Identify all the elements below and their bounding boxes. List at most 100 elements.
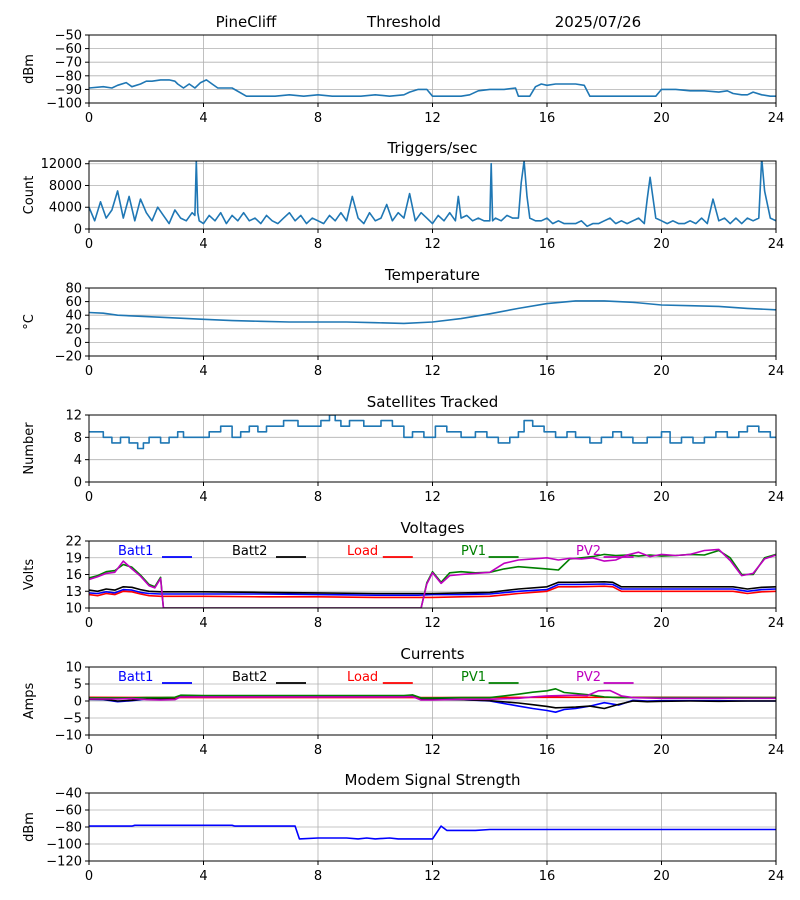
x-tick-label: 0 <box>85 743 93 758</box>
x-tick-label: 4 <box>199 869 207 884</box>
y-tick-label: 20 <box>65 322 82 337</box>
y-tick-label: 0 <box>74 336 82 351</box>
panel-title: Triggers/sec <box>387 139 478 157</box>
x-tick-label: 0 <box>85 490 93 505</box>
y-tick-label: 12000 <box>41 157 82 172</box>
x-tick-label: 0 <box>85 364 93 379</box>
x-tick-label: 16 <box>539 111 556 126</box>
y-tick-label: 22 <box>65 535 82 550</box>
y-tick-label: 13 <box>65 585 82 600</box>
x-tick-label: 8 <box>314 616 322 631</box>
y-tick-label: 12 <box>65 409 82 424</box>
series-line-batt1 <box>89 583 776 597</box>
y-tick-label: 0 <box>74 695 82 710</box>
x-tick-label: 16 <box>539 364 556 379</box>
series-line <box>89 79 776 97</box>
series-line <box>89 824 776 840</box>
y-tick-label: −80 <box>55 821 82 836</box>
x-tick-label: 16 <box>539 743 556 758</box>
y-tick-label: 0 <box>74 223 82 238</box>
series-line-pv2 <box>89 689 776 701</box>
y-tick-label: 4 <box>74 453 82 468</box>
x-tick-label: 8 <box>314 743 322 758</box>
legend-label: Batt2 <box>232 670 267 685</box>
x-tick-label: 24 <box>768 364 785 379</box>
y-tick-label: −80 <box>55 69 82 84</box>
x-tick-label: 4 <box>199 490 207 505</box>
x-tick-label: 20 <box>653 490 670 505</box>
y-tick-label: −5 <box>63 712 82 727</box>
y-tick-label: −100 <box>46 97 82 112</box>
y-tick-label: −40 <box>55 787 82 802</box>
legend-label: Load <box>347 544 378 559</box>
y-axis-label: Amps <box>22 682 37 719</box>
y-tick-label: −90 <box>55 83 82 98</box>
x-tick-label: 8 <box>314 490 322 505</box>
y-axis-label: dBm <box>22 812 37 842</box>
y-tick-label: 10 <box>65 602 82 617</box>
y-tick-label: −60 <box>55 804 82 819</box>
x-tick-label: 16 <box>539 616 556 631</box>
x-tick-label: 12 <box>424 111 441 126</box>
x-tick-label: 20 <box>653 364 670 379</box>
x-tick-label: 24 <box>768 869 785 884</box>
series-line-pv2 <box>89 548 776 608</box>
x-tick-label: 20 <box>653 869 670 884</box>
y-tick-label: −70 <box>55 56 82 71</box>
legend-label: PV2 <box>576 544 601 559</box>
header-date: 2025/07/26 <box>555 13 641 31</box>
panel-title: Satellites Tracked <box>367 393 498 411</box>
legend-label: Batt1 <box>118 670 153 685</box>
panel-4: 0 4 8 12 16 20 24 0 4 8 12 Satellites Tracked Number <box>22 393 784 505</box>
panel-6: 0 4 8 12 16 20 24 −10 −5 0 5 10 Currents Amps Batt1 Bat… <box>22 645 784 758</box>
y-axis-label: Number <box>22 422 37 475</box>
y-tick-label: 19 <box>65 551 82 566</box>
x-tick-label: 12 <box>424 743 441 758</box>
x-tick-label: 24 <box>768 616 785 631</box>
panel-title: Modem Signal Strength <box>345 771 521 789</box>
legend-label: Batt1 <box>118 544 153 559</box>
x-tick-label: 0 <box>85 869 93 884</box>
x-tick-label: 8 <box>314 364 322 379</box>
x-tick-label: 8 <box>314 111 322 126</box>
panel-7: 0 4 8 12 16 20 24 −120 −100 −80 −60 −40 Modem Signal… <box>22 771 784 884</box>
y-axis-label: dBm <box>22 54 37 84</box>
y-tick-label: 4000 <box>49 201 82 216</box>
x-tick-label: 12 <box>424 237 441 252</box>
x-tick-label: 24 <box>768 237 785 252</box>
x-tick-label: 4 <box>199 111 207 126</box>
y-axis-label: Count <box>22 176 37 215</box>
panel-title: Voltages <box>400 519 464 537</box>
x-tick-label: 8 <box>314 237 322 252</box>
y-tick-label: 10 <box>65 661 82 676</box>
y-tick-label: −20 <box>55 350 82 365</box>
y-tick-label: 0 <box>74 476 82 491</box>
y-tick-label: −120 <box>46 855 82 870</box>
panel-1: 0 4 8 12 16 20 24 −100−90−80−70−60−50 dBm <box>22 29 784 127</box>
x-tick-label: 16 <box>539 237 556 252</box>
y-axis-label: Volts <box>22 559 37 591</box>
series-line <box>89 415 776 450</box>
series-line-batt2 <box>89 580 776 595</box>
header-station: PineCliff <box>216 13 277 31</box>
x-tick-label: 20 <box>653 237 670 252</box>
y-tick-label: −100 <box>46 838 82 853</box>
x-tick-label: 4 <box>199 364 207 379</box>
x-tick-label: 0 <box>85 237 93 252</box>
x-tick-label: 20 <box>653 111 670 126</box>
x-tick-label: 4 <box>199 237 207 252</box>
y-tick-label: 80 <box>65 282 82 297</box>
series-line <box>89 300 776 325</box>
x-tick-label: 12 <box>424 869 441 884</box>
y-tick-label: 60 <box>65 295 82 310</box>
y-tick-label: 8000 <box>49 179 82 194</box>
x-tick-label: 20 <box>653 616 670 631</box>
x-tick-label: 0 <box>85 111 93 126</box>
header-mode: Threshold <box>366 13 441 31</box>
legend-label: PV2 <box>576 670 601 685</box>
y-tick-label: 8 <box>74 431 82 446</box>
panel-title: Currents <box>400 645 464 663</box>
